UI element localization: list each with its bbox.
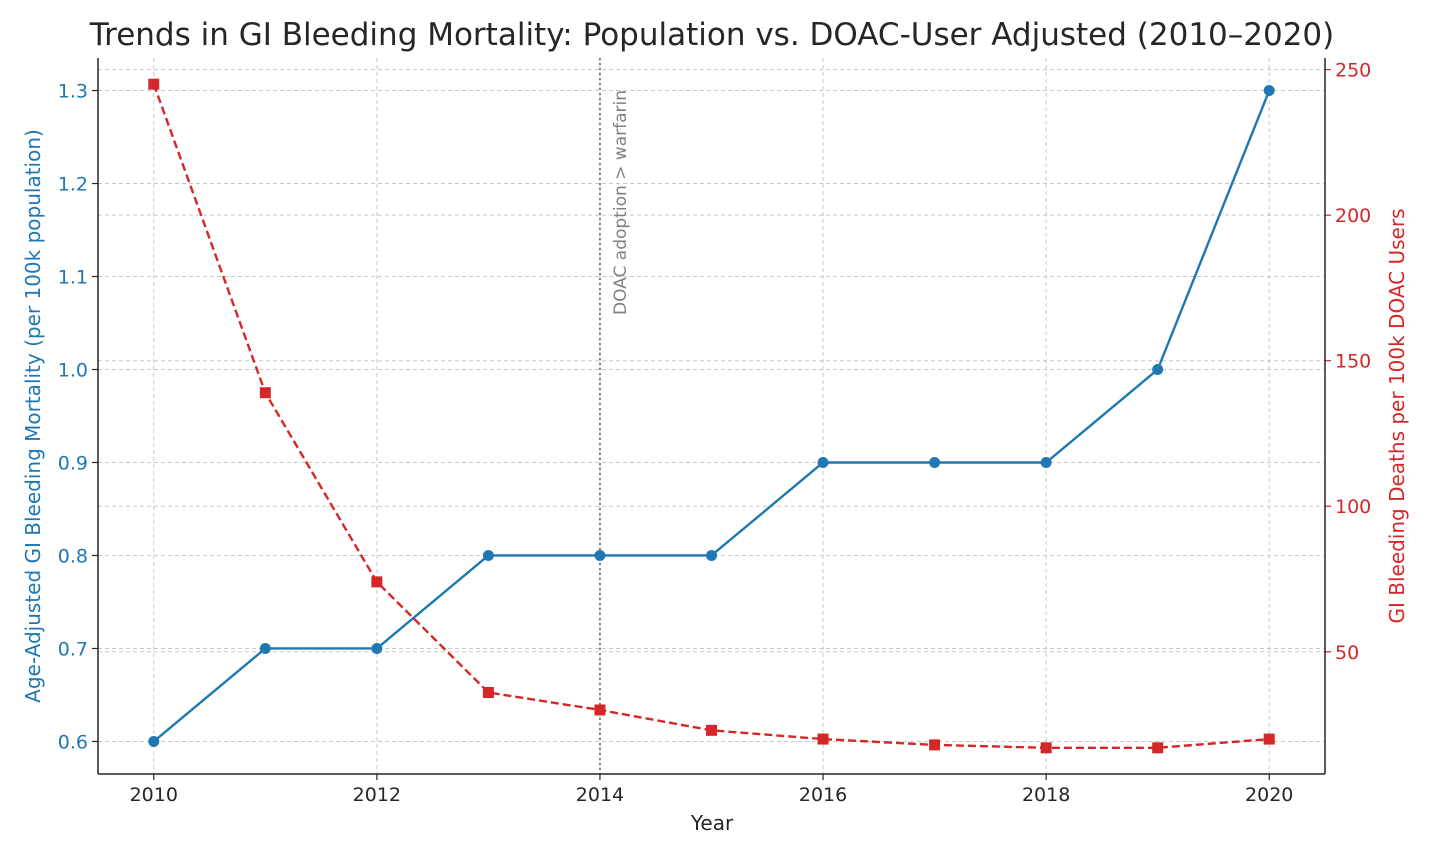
annotation-layer: DOAC adoption > warfarin <box>598 58 631 774</box>
series-right-point <box>1152 742 1164 754</box>
tick-labels: 2010 2012 2014 2016 2018 2020 0.6 0.7 0.8 0.9 1.0 1… <box>58 60 1371 806</box>
series-left-point <box>1152 364 1164 376</box>
y-right-tick-label: 150 <box>1335 351 1371 373</box>
annotation-label: DOAC adoption > warfarin <box>611 90 631 315</box>
grid <box>98 58 1325 774</box>
series-right-point <box>817 733 829 745</box>
y-axis-right-label: GI Bleeding Deaths per 100k DOAC Users <box>1385 208 1409 623</box>
series-right-point <box>371 576 383 588</box>
series-right-point <box>929 739 941 751</box>
series-left-point <box>1263 85 1275 97</box>
x-axis-label: Year <box>690 811 734 835</box>
series-left-point <box>482 549 494 561</box>
y-right-tick-label: 200 <box>1335 205 1371 227</box>
x-tick-label: 2016 <box>799 784 847 806</box>
x-tick-label: 2012 <box>353 784 401 806</box>
series-right-point <box>148 78 160 90</box>
series-left-point <box>371 642 383 654</box>
y-left-tick-label: 0.7 <box>58 638 88 660</box>
x-tick-label: 2010 <box>130 784 178 806</box>
y-right-tick-label: 100 <box>1335 496 1371 518</box>
x-tick-label: 2018 <box>1022 784 1070 806</box>
y-left-tick-label: 1.2 <box>58 174 88 196</box>
y-left-tick-label: 1.3 <box>58 81 88 103</box>
chart-title: Trends in GI Bleeding Mortality: Populat… <box>89 17 1335 53</box>
axes <box>92 58 1331 780</box>
series-left-point <box>259 642 271 654</box>
series-left-point <box>817 456 829 468</box>
y-right-tick-label: 50 <box>1335 642 1359 664</box>
x-tick-label: 2014 <box>576 784 624 806</box>
y-left-tick-label: 1.1 <box>58 267 88 289</box>
y-left-tick-label: 0.8 <box>58 545 88 567</box>
series-right-point <box>1040 742 1052 754</box>
y-axis-left-label: Age-Adjusted GI Bleeding Mortality (per … <box>21 129 45 703</box>
series-left-point <box>929 456 941 468</box>
y-left-tick-label: 0.9 <box>58 452 88 474</box>
series-left-point <box>1040 456 1052 468</box>
series-right-point <box>1263 733 1275 745</box>
series-layer <box>148 78 1275 754</box>
series-right-point <box>482 687 494 699</box>
series-right-point <box>259 387 271 399</box>
series-left-point <box>148 735 160 747</box>
series-left-point <box>706 549 717 561</box>
y-left-tick-label: 0.6 <box>58 731 88 753</box>
series-right-point <box>594 704 606 716</box>
y-left-tick-label: 1.0 <box>58 360 88 382</box>
series-left-line <box>153 90 1271 743</box>
x-tick-label: 2020 <box>1245 784 1293 806</box>
series-left-point <box>594 549 606 561</box>
series-right-point <box>706 724 717 736</box>
y-right-tick-label: 250 <box>1335 60 1371 82</box>
